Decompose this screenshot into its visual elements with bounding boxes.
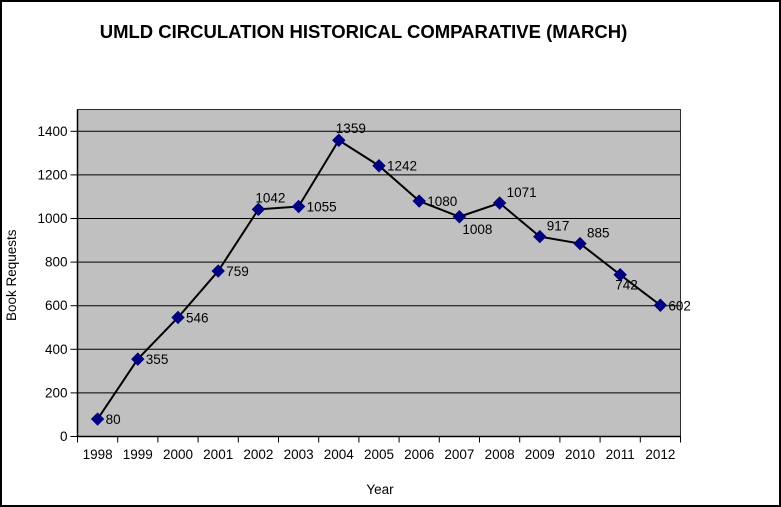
x-tick-label: 2011 [606,447,635,462]
data-point-marker [291,199,306,214]
y-tick-label: 1000 [37,211,67,226]
y-tick-label: 600 [45,298,68,313]
data-point-label: 1071 [507,185,537,200]
data-point-marker [372,159,386,173]
x-tick-label: 1998 [83,447,113,462]
data-point-label: 546 [186,310,209,325]
chart-title: UMLD CIRCULATION HISTORICAL COMPARATIVE … [99,21,628,42]
x-tick-label: 2000 [163,447,193,462]
data-point-marker [251,202,266,217]
data-point-label: 1242 [387,159,417,174]
data-point-label: 742 [615,278,638,293]
y-tick-label: 800 [45,255,68,270]
data-point-marker [492,196,507,210]
data-point-marker [653,298,668,312]
data-point-label: 1359 [336,121,366,136]
x-tick-label: 2006 [404,447,434,462]
x-tick-label: 2007 [444,447,474,462]
x-tick-label: 2002 [243,447,273,462]
data-point-label: 1042 [255,190,285,205]
data-point-label: 80 [106,412,121,427]
x-tick-label: 2001 [203,447,233,462]
x-tick-label: 2003 [284,447,314,462]
plot-background [77,109,681,437]
x-axis-title: Year [366,482,394,497]
data-point-label: 602 [668,298,691,313]
x-tick-label: 2009 [525,447,555,462]
y-tick-label: 0 [60,429,68,444]
data-point-marker [90,412,105,426]
data-point-label: 885 [587,226,610,241]
data-point-label: 759 [226,264,249,279]
x-tick-label: 2005 [364,447,394,462]
data-point-marker [452,210,467,224]
x-tick-label: 1999 [123,447,153,462]
y-tick-label: 1400 [37,124,67,139]
x-tick-label: 2008 [485,447,515,462]
data-point-label: 355 [146,352,169,367]
data-point-label: 917 [547,219,570,234]
data-point-marker [533,229,547,244]
x-tick-label: 2012 [645,447,675,462]
data-point-marker [412,194,426,208]
data-point-label: 1055 [307,200,337,215]
data-point-marker [613,268,627,282]
data-point-label: 1008 [462,222,492,237]
data-point-marker [171,310,185,325]
y-tick-label: 200 [45,385,68,400]
x-tick-label: 2010 [565,447,595,462]
data-point-marker [332,133,346,147]
data-point-marker [573,236,587,251]
data-point-marker [211,264,225,278]
y-tick-label: 400 [45,342,68,357]
x-tick-label: 2004 [324,447,355,462]
data-point-label: 1080 [427,194,457,209]
y-tick-label: 1200 [37,167,67,182]
data-point-marker [131,352,145,366]
